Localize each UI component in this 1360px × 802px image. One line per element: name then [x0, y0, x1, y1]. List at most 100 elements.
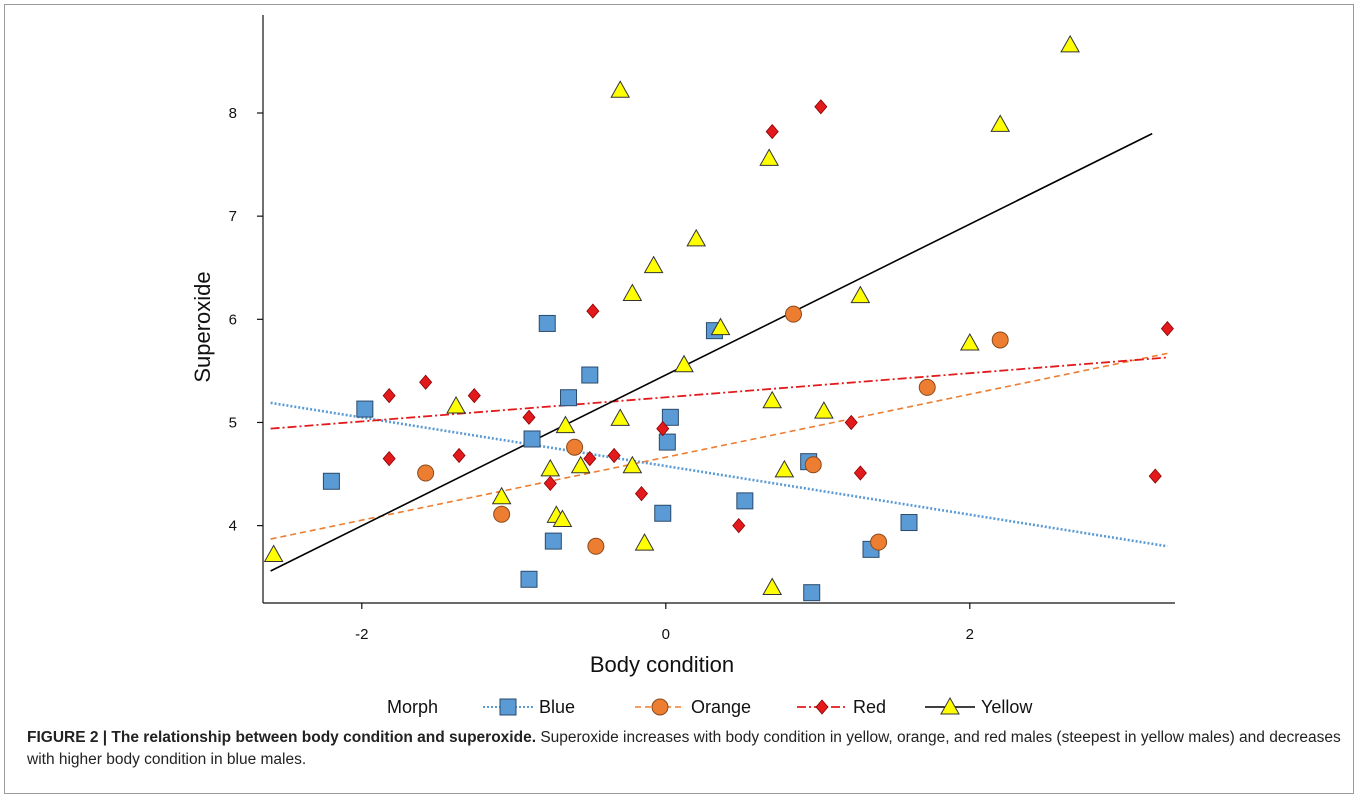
x-tick-label: 2: [966, 626, 974, 643]
regression-lines: [270, 132, 1168, 572]
yellow-point: [610, 408, 631, 426]
legend-label-blue: Blue: [539, 697, 575, 717]
red-point: [656, 421, 670, 437]
yellow-point: [622, 455, 643, 474]
orange-point: [870, 533, 888, 551]
yellow-point: [555, 415, 576, 434]
caption-text: Superoxide increases with body condition…: [27, 729, 1341, 768]
orange-point: [566, 438, 584, 456]
red-point: [844, 414, 858, 431]
blue-point: [654, 504, 672, 522]
blue-point: [803, 584, 821, 602]
yellow-point: [674, 354, 694, 373]
blue-point: [658, 433, 676, 451]
red-point: [607, 447, 621, 464]
orange-point: [991, 331, 1009, 349]
yellow-point: [686, 228, 707, 247]
red-point: [583, 450, 597, 467]
red-point: [467, 388, 481, 404]
red-point: [814, 99, 828, 115]
red-point: [634, 486, 649, 502]
legend-marker-red: [815, 699, 829, 715]
yellow-point: [710, 317, 731, 336]
legend: Morph Blue Orange Red Yellow: [387, 696, 1033, 717]
legend-title: Morph: [387, 697, 438, 717]
yellow-point: [263, 544, 284, 563]
yellow-point: [762, 390, 783, 409]
y-tick-label: 8: [229, 105, 237, 122]
legend-label-yellow: Yellow: [981, 697, 1033, 717]
legend-label-orange: Orange: [691, 697, 751, 717]
blue-point: [544, 532, 562, 550]
y-tick-label: 7: [229, 208, 237, 225]
y-axis-title: Superoxide: [190, 271, 215, 382]
blue-fit-line: [270, 401, 1168, 548]
blue-point: [900, 514, 918, 532]
orange-point: [784, 305, 802, 323]
red-point: [586, 303, 600, 319]
blue-point: [661, 408, 679, 426]
red-point: [382, 450, 396, 467]
red-fit-line: [270, 356, 1168, 430]
yellow-point: [762, 577, 783, 596]
red-point: [543, 475, 557, 491]
blue-point: [560, 389, 578, 407]
blue-point: [581, 366, 599, 384]
red-point: [732, 518, 746, 534]
x-tick-label: -2: [355, 626, 368, 643]
red-point: [1160, 320, 1174, 337]
blue-point: [356, 400, 374, 418]
orange-point: [493, 505, 511, 523]
yellow-point: [774, 459, 795, 478]
y-tick-label: 5: [229, 414, 237, 431]
x-ticks: -2 0 2: [355, 603, 974, 643]
y-tick-label: 6: [229, 311, 237, 328]
red-point: [419, 374, 433, 390]
scatter-chart: -2 0 2 4 5 6 7 8 Body condition Superoxide Mor…: [190, 15, 1175, 717]
orange-point: [918, 378, 936, 396]
red-point: [853, 465, 867, 481]
orange-point: [587, 537, 605, 555]
red-point: [452, 447, 466, 464]
yellow-point: [446, 395, 466, 414]
yellow-point: [610, 80, 631, 98]
yellow-point: [814, 401, 834, 419]
yellow-point: [634, 533, 655, 551]
red-point: [522, 409, 536, 425]
yellow-point: [552, 509, 573, 527]
orange-point: [804, 456, 822, 474]
blue-point: [523, 430, 541, 448]
yellow-point: [540, 458, 561, 477]
blue-point: [520, 570, 538, 588]
legend-marker-orange: [651, 698, 669, 716]
blue-point: [736, 492, 754, 510]
legend-marker-yellow: [940, 696, 960, 715]
legend-label-red: Red: [853, 697, 886, 717]
yellow-point: [990, 114, 1011, 132]
blue-point: [538, 314, 556, 332]
yellow-point: [959, 333, 980, 351]
x-tick-label: 0: [662, 626, 670, 643]
caption-label: FIGURE 2 | The relationship between body…: [27, 729, 537, 746]
red-point: [1148, 468, 1162, 484]
figure-frame: -2 0 2 4 5 6 7 8 Body condition Superoxide Mor…: [4, 4, 1354, 794]
blue-point: [322, 472, 340, 490]
orange-point: [417, 464, 435, 482]
orange-fit-line: [270, 352, 1168, 540]
red-point: [765, 123, 779, 140]
yellow-point: [570, 455, 591, 474]
y-ticks: 4 5 6 7 8: [229, 105, 263, 535]
x-axis-title: Body condition: [590, 652, 734, 677]
y-tick-label: 4: [229, 518, 237, 535]
yellow-point: [622, 283, 643, 302]
axes: -2 0 2 4 5 6 7 8 Body condition Superoxide: [190, 15, 1175, 677]
legend-marker-blue: [499, 698, 517, 716]
yellow-point: [850, 285, 871, 304]
yellow-point: [643, 255, 664, 274]
red-point: [382, 388, 396, 404]
yellow-point: [1060, 34, 1080, 53]
yellow-point: [759, 148, 780, 166]
yellow-fit-line: [270, 132, 1153, 572]
figure-caption: FIGURE 2 | The relationship between body…: [27, 727, 1345, 771]
yellow-point: [491, 486, 512, 505]
